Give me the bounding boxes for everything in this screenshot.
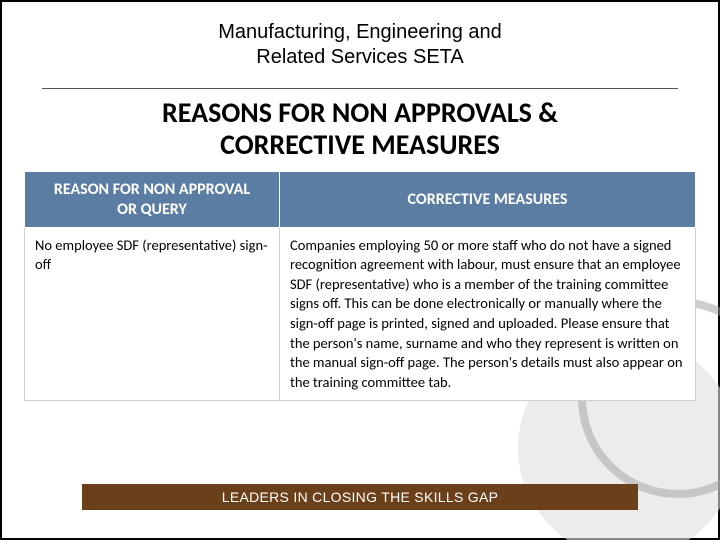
- org-name: Manufacturing, Engineering and Related S…: [62, 20, 658, 70]
- slide-title: REASONS FOR NON APPROVALS & CORRECTIVE M…: [2, 97, 718, 171]
- reasons-table: REASON FOR NON APPROVAL OR QUERY CORRECT…: [24, 171, 696, 401]
- org-name-line1: Manufacturing, Engineering and: [218, 21, 502, 43]
- footer-bar: LEADERS IN CLOSING THE SKILLS GAP: [82, 484, 638, 510]
- table-container: REASON FOR NON APPROVAL OR QUERY CORRECT…: [24, 171, 696, 401]
- org-name-line2: Related Services SETA: [256, 46, 464, 68]
- footer-text: LEADERS IN CLOSING THE SKILLS GAP: [222, 489, 499, 505]
- col-header-reason-l2: OR QUERY: [117, 200, 187, 219]
- slide: Manufacturing, Engineering and Related S…: [0, 0, 720, 540]
- table-header-row: REASON FOR NON APPROVAL OR QUERY CORRECT…: [25, 172, 696, 227]
- table-row: No employee SDF (representative) sign-of…: [25, 227, 696, 401]
- slide-header: Manufacturing, Engineering and Related S…: [2, 2, 718, 78]
- col-header-measure: CORRECTIVE MEASURES: [279, 172, 695, 227]
- col-header-reason: REASON FOR NON APPROVAL OR QUERY: [25, 172, 280, 227]
- title-line1: REASONS FOR NON APPROVALS &: [162, 95, 558, 130]
- col-header-reason-l1: REASON FOR NON APPROVAL: [54, 180, 250, 199]
- cell-measure: Companies employing 50 or more staff who…: [279, 227, 695, 401]
- col-header-measure-l1: CORRECTIVE MEASURES: [408, 190, 568, 209]
- title-line2: CORRECTIVE MEASURES: [220, 127, 500, 162]
- header-divider: [42, 88, 678, 89]
- cell-reason: No employee SDF (representative) sign-of…: [25, 227, 280, 401]
